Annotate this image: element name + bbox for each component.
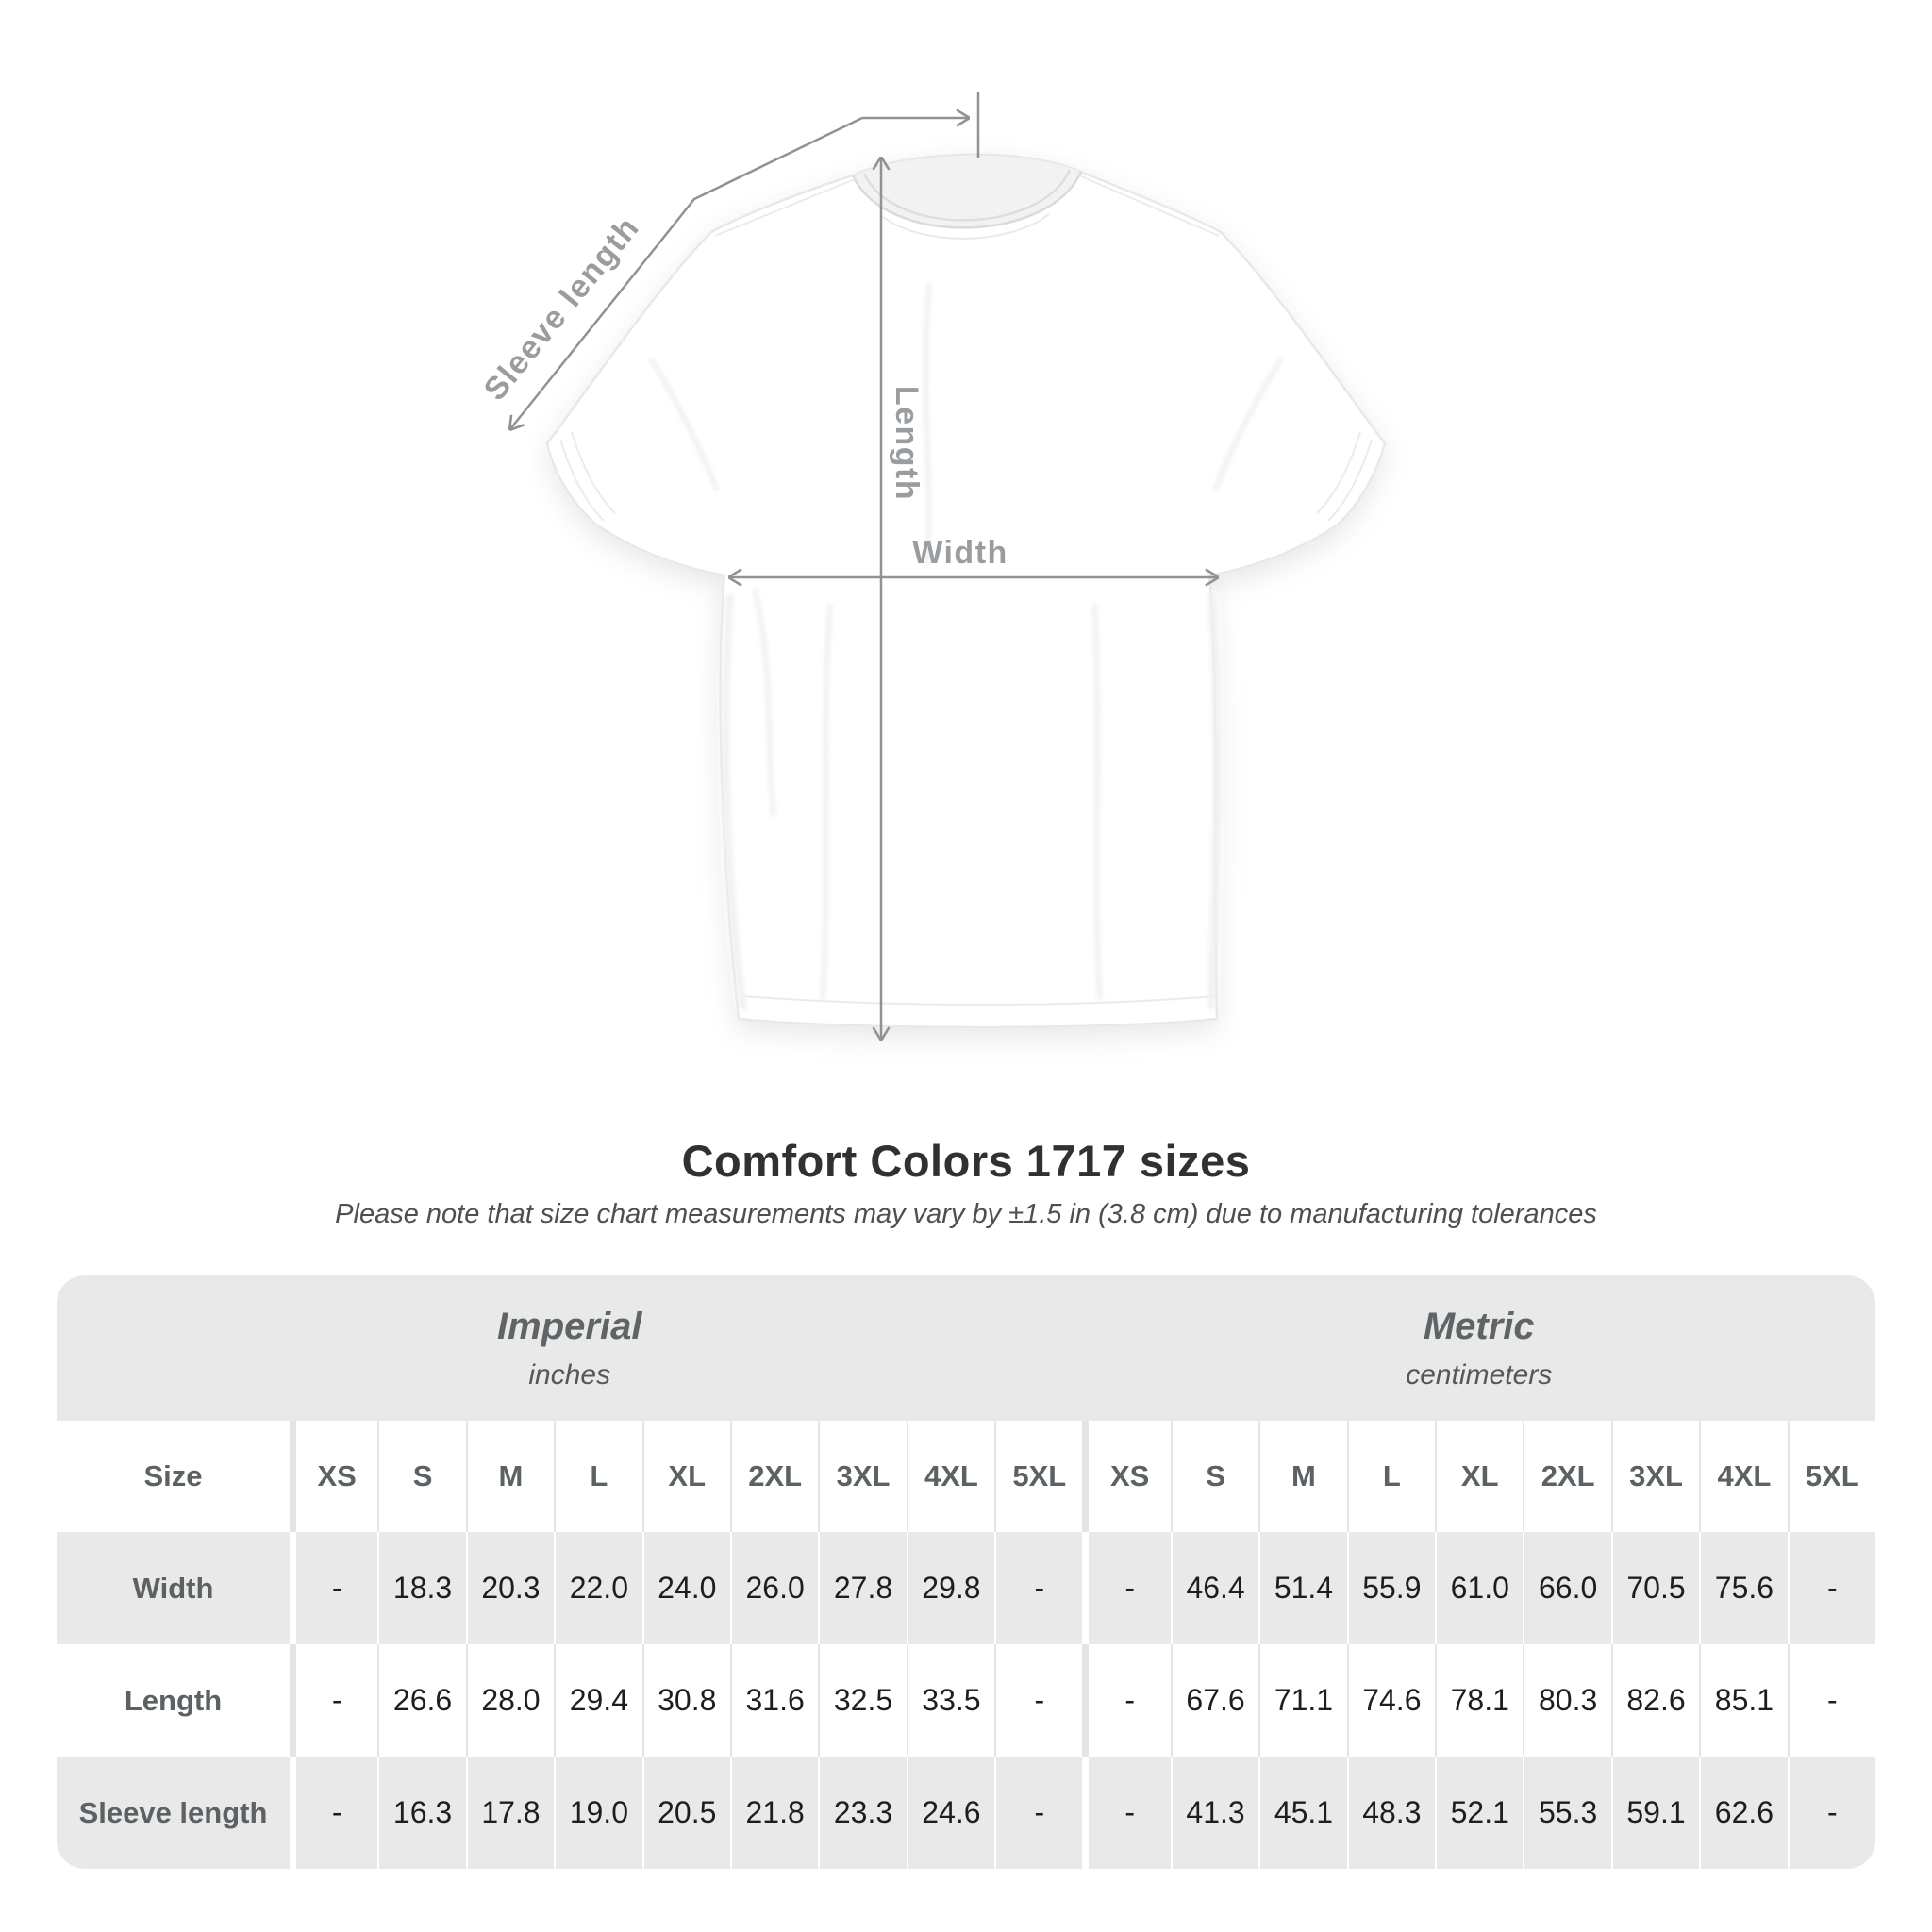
width-metric-xl: 61.0 bbox=[1435, 1532, 1523, 1644]
length-imperial-2xl: 31.6 bbox=[729, 1644, 818, 1757]
unit-group-header-row: Imperial inches Metric centimeters bbox=[57, 1275, 1875, 1421]
width-imperial-5xl: - bbox=[994, 1532, 1082, 1644]
width-imperial-3xl: 27.8 bbox=[818, 1532, 906, 1644]
size-col-header-imperial-4xl: 4XL bbox=[906, 1421, 994, 1532]
width-imperial-xl: 24.0 bbox=[641, 1532, 730, 1644]
size-header-row: Size XS S M L XL 2XL 3XL 4XL 5XL XS S M … bbox=[57, 1421, 1875, 1532]
size-col-header-metric-m: M bbox=[1258, 1421, 1346, 1532]
sleeve-imperial-5xl: - bbox=[994, 1757, 1082, 1869]
sleeve-metric-4xl: 62.6 bbox=[1699, 1757, 1787, 1869]
tshirt-size-diagram: Sleeve length Length Width bbox=[477, 92, 1387, 1041]
width-metric-5xl: - bbox=[1787, 1532, 1875, 1644]
width-label: Width bbox=[912, 535, 1008, 571]
width-metric-2xl: 66.0 bbox=[1523, 1532, 1610, 1644]
size-col-header-metric-4xl: 4XL bbox=[1699, 1421, 1787, 1532]
width-imperial-s: 18.3 bbox=[377, 1532, 465, 1644]
width-metric-s: 46.4 bbox=[1170, 1532, 1258, 1644]
table-row-length: Length - 26.6 28.0 29.4 30.8 31.6 32.5 3… bbox=[57, 1644, 1875, 1757]
sleeve-metric-5xl: - bbox=[1787, 1757, 1875, 1869]
length-metric-xl: 78.1 bbox=[1435, 1644, 1523, 1757]
length-imperial-4xl: 33.5 bbox=[906, 1644, 994, 1757]
width-metric-xs: - bbox=[1082, 1532, 1170, 1644]
width-imperial-l: 22.0 bbox=[554, 1532, 641, 1644]
size-col-header-metric-l: L bbox=[1346, 1421, 1435, 1532]
length-label: Length bbox=[889, 386, 924, 501]
length-metric-xs: - bbox=[1082, 1644, 1170, 1757]
length-imperial-xl: 30.8 bbox=[641, 1644, 730, 1757]
size-corner-label: Size bbox=[143, 1459, 203, 1492]
tshirt-photo bbox=[545, 153, 1387, 1029]
size-col-header-imperial-m: M bbox=[465, 1421, 554, 1532]
table-row-sleeve-length: Sleeve length - 16.3 17.8 19.0 20.5 21.8… bbox=[57, 1757, 1875, 1869]
size-col-header-metric-xs: XS bbox=[1082, 1421, 1170, 1532]
length-metric-m: 71.1 bbox=[1258, 1644, 1346, 1757]
length-imperial-m: 28.0 bbox=[465, 1644, 554, 1757]
sleeve-metric-xs: - bbox=[1082, 1757, 1170, 1869]
size-col-header-imperial-2xl: 2XL bbox=[729, 1421, 818, 1532]
tshirt-wrinkles bbox=[648, 282, 1284, 1010]
tshirt-collar bbox=[851, 156, 1083, 240]
width-imperial-xs: - bbox=[290, 1532, 377, 1644]
page-title: Comfort Colors 1717 sizes bbox=[681, 1136, 1251, 1186]
imperial-group-title: Imperial bbox=[497, 1306, 642, 1347]
table-row-width: Width - 18.3 20.3 22.0 24.0 26.0 27.8 29… bbox=[57, 1532, 1875, 1644]
length-metric-2xl: 80.3 bbox=[1523, 1644, 1610, 1757]
size-col-header-imperial-xl: XL bbox=[641, 1421, 730, 1532]
sleeve-imperial-l: 19.0 bbox=[554, 1757, 641, 1869]
sleeve-imperial-xs: - bbox=[290, 1757, 377, 1869]
size-table: Imperial inches Metric centimeters Size … bbox=[57, 1275, 1875, 1869]
sleeve-metric-2xl: 55.3 bbox=[1523, 1757, 1610, 1869]
sleeve-metric-3xl: 59.1 bbox=[1610, 1757, 1699, 1869]
sleeve-metric-l: 48.3 bbox=[1346, 1757, 1435, 1869]
sleeve-imperial-s: 16.3 bbox=[377, 1757, 465, 1869]
page-subtitle: Please note that size chart measurements… bbox=[335, 1199, 1597, 1229]
size-col-header-imperial-l: L bbox=[554, 1421, 641, 1532]
width-imperial-2xl: 26.0 bbox=[729, 1532, 818, 1644]
imperial-group-unit: inches bbox=[528, 1359, 611, 1391]
size-col-header-metric-2xl: 2XL bbox=[1523, 1421, 1610, 1532]
width-metric-l: 55.9 bbox=[1346, 1532, 1435, 1644]
tshirt-seams bbox=[559, 175, 1373, 1006]
sleeve-imperial-xl: 20.5 bbox=[641, 1757, 730, 1869]
sleeve-imperial-4xl: 24.6 bbox=[906, 1757, 994, 1869]
size-col-header-metric-s: S bbox=[1170, 1421, 1258, 1532]
sleeve-metric-m: 45.1 bbox=[1258, 1757, 1346, 1869]
length-metric-4xl: 85.1 bbox=[1699, 1644, 1787, 1757]
width-metric-4xl: 75.6 bbox=[1699, 1532, 1787, 1644]
width-metric-3xl: 70.5 bbox=[1610, 1532, 1699, 1644]
sleeve-imperial-2xl: 21.8 bbox=[729, 1757, 818, 1869]
metric-group-header: Metric centimeters bbox=[1083, 1275, 1876, 1421]
length-metric-5xl: - bbox=[1787, 1644, 1875, 1757]
imperial-group-header: Imperial inches bbox=[57, 1275, 1083, 1421]
length-metric-3xl: 82.6 bbox=[1610, 1644, 1699, 1757]
width-metric-m: 51.4 bbox=[1258, 1532, 1346, 1644]
length-imperial-5xl: - bbox=[994, 1644, 1082, 1757]
size-col-header-metric-5xl: 5XL bbox=[1787, 1421, 1875, 1532]
sleeve-metric-xl: 52.1 bbox=[1435, 1757, 1523, 1869]
size-col-header-metric-3xl: 3XL bbox=[1610, 1421, 1699, 1532]
sleeve-imperial-m: 17.8 bbox=[465, 1757, 554, 1869]
size-col-header-imperial-3xl: 3XL bbox=[818, 1421, 906, 1532]
length-imperial-xs: - bbox=[290, 1644, 377, 1757]
sleeve-length-diagonal bbox=[509, 116, 863, 430]
length-imperial-3xl: 32.5 bbox=[818, 1644, 906, 1757]
sleeve-metric-s: 41.3 bbox=[1170, 1757, 1258, 1869]
row-label: Width bbox=[132, 1571, 214, 1605]
metric-group-title: Metric bbox=[1423, 1306, 1535, 1347]
sleeve-imperial-3xl: 23.3 bbox=[818, 1757, 906, 1869]
row-label: Length bbox=[124, 1683, 223, 1717]
length-metric-l: 74.6 bbox=[1346, 1644, 1435, 1757]
size-col-header-metric-xl: XL bbox=[1435, 1421, 1523, 1532]
width-imperial-4xl: 29.8 bbox=[906, 1532, 994, 1644]
size-col-header-imperial-5xl: 5XL bbox=[994, 1421, 1082, 1532]
size-col-header-imperial-s: S bbox=[377, 1421, 465, 1532]
length-imperial-l: 29.4 bbox=[554, 1644, 641, 1757]
metric-group-unit: centimeters bbox=[1406, 1359, 1553, 1391]
row-label: Sleeve length bbox=[78, 1795, 268, 1829]
length-metric-s: 67.6 bbox=[1170, 1644, 1258, 1757]
size-col-header-imperial-xs: XS bbox=[290, 1421, 377, 1532]
length-imperial-s: 26.6 bbox=[377, 1644, 465, 1757]
width-imperial-m: 20.3 bbox=[465, 1532, 554, 1644]
